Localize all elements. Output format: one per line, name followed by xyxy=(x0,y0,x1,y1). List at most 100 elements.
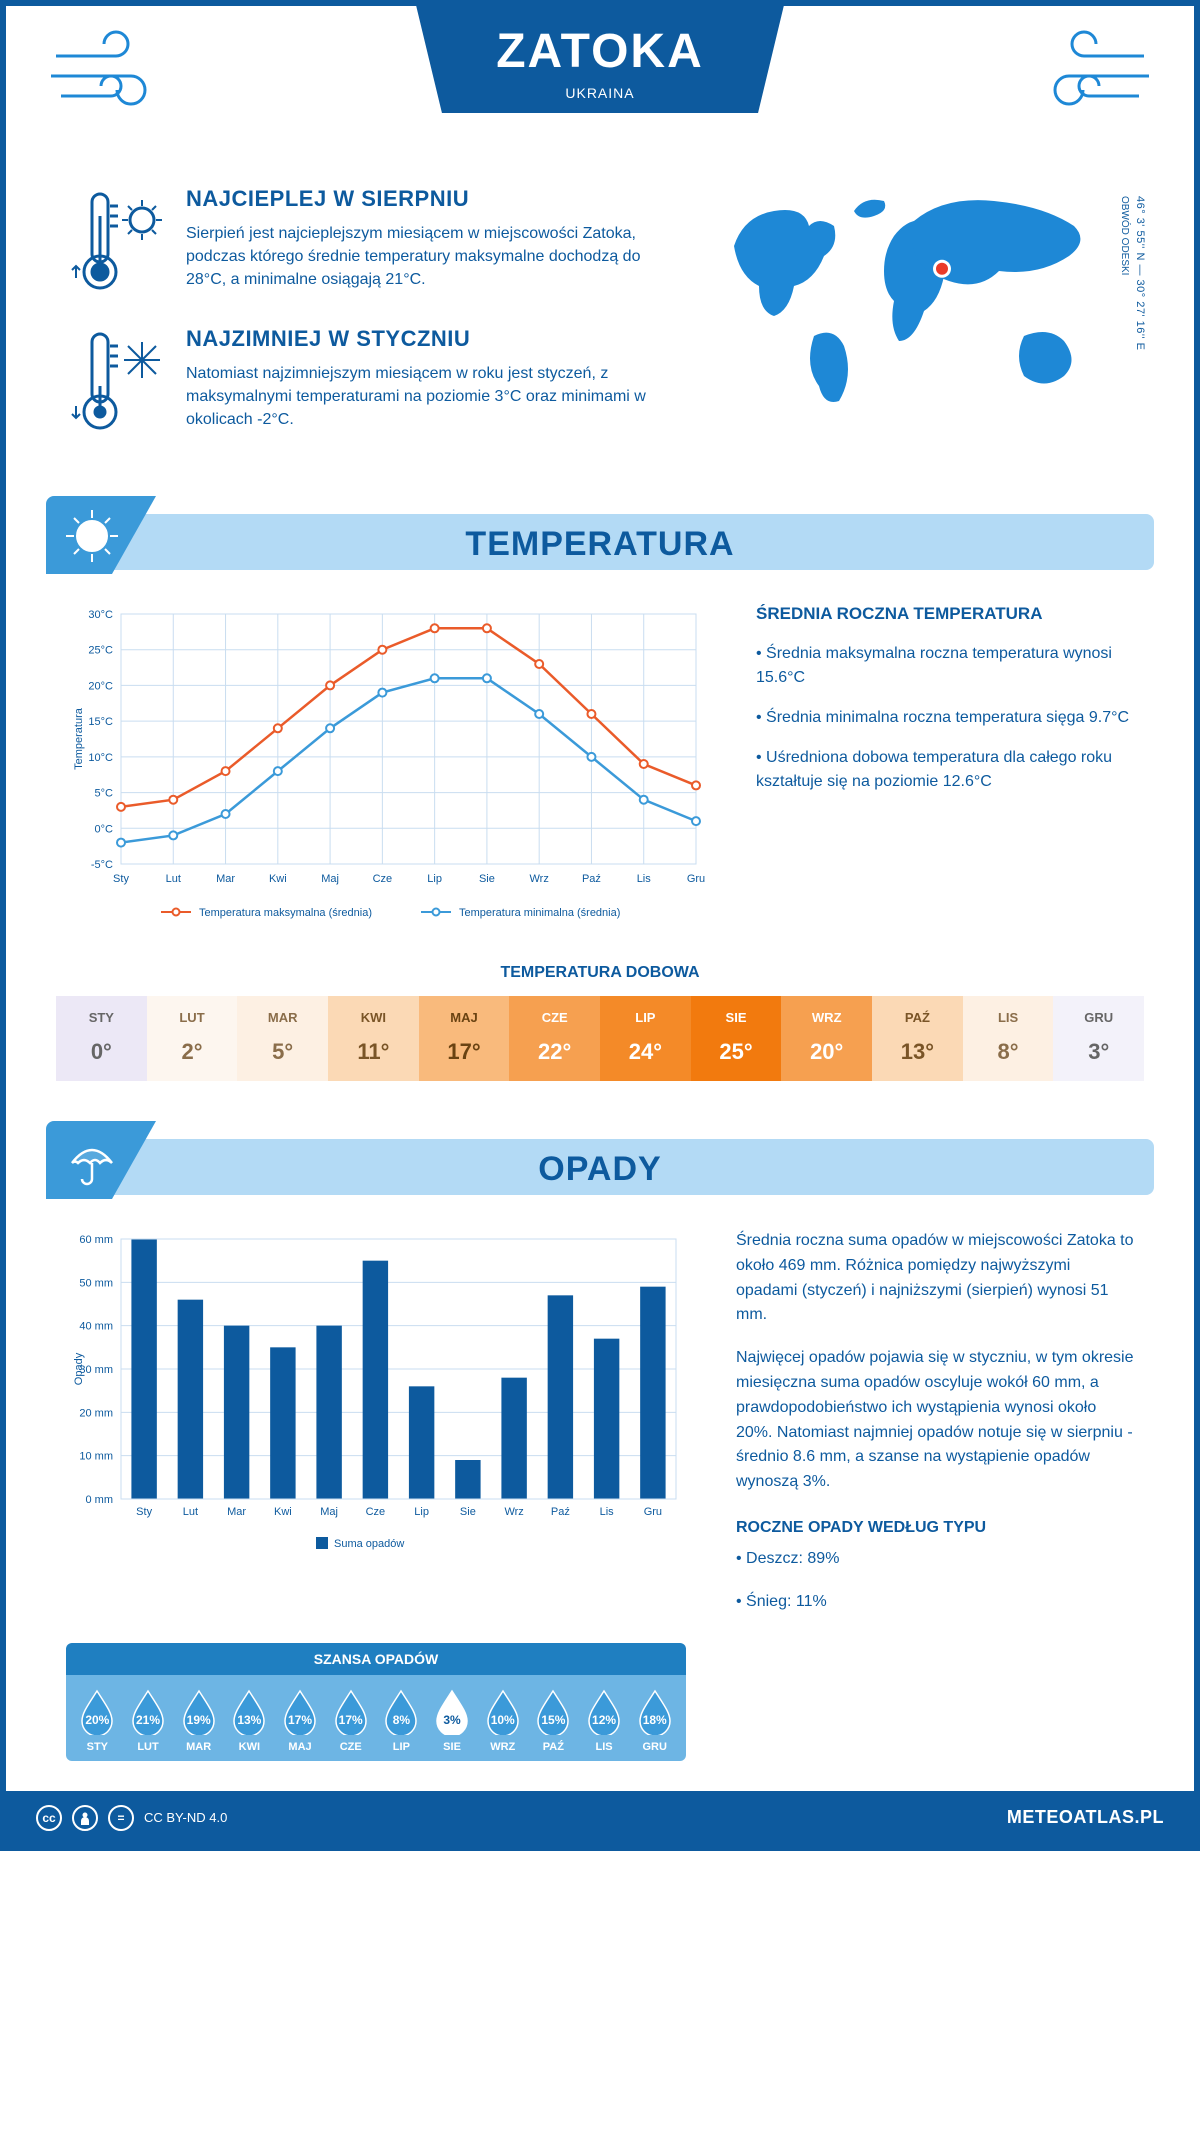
daily-cell: LIS8° xyxy=(963,996,1054,1081)
daily-cell: LIP24° xyxy=(600,996,691,1081)
svg-text:40 mm: 40 mm xyxy=(79,1321,113,1333)
raindrop-icon: 13% xyxy=(230,1689,268,1735)
temp-bullet: • Średnia maksymalna roczna temperatura … xyxy=(756,642,1136,690)
svg-text:60 mm: 60 mm xyxy=(79,1234,113,1246)
svg-text:Mar: Mar xyxy=(227,1506,246,1518)
chance-cell: 18% GRU xyxy=(629,1689,680,1753)
svg-text:Kwi: Kwi xyxy=(274,1506,292,1518)
svg-text:Kwi: Kwi xyxy=(269,873,287,885)
page-title: ZATOKA xyxy=(496,24,704,79)
raindrop-icon: 17% xyxy=(332,1689,370,1735)
section-header-precipitation: OPADY xyxy=(46,1121,1154,1199)
svg-text:Gru: Gru xyxy=(687,873,705,885)
daily-cell: MAJ17° xyxy=(419,996,510,1081)
thermometer-sun-icon xyxy=(66,186,166,296)
section-title: TEMPERATURA xyxy=(46,525,1154,564)
daily-cell: MAR5° xyxy=(237,996,328,1081)
raindrop-icon: 17% xyxy=(281,1689,319,1735)
license-text: CC BY-ND 4.0 xyxy=(144,1810,227,1825)
svg-text:Lut: Lut xyxy=(183,1506,198,1518)
chance-cell: 13% KWI xyxy=(224,1689,275,1753)
svg-text:50 mm: 50 mm xyxy=(79,1277,113,1289)
daily-cell: CZE22° xyxy=(509,996,600,1081)
coldest-text: Natomiast najzimniejszym miesiącem w rok… xyxy=(186,362,674,432)
svg-text:Sty: Sty xyxy=(136,1506,152,1518)
wind-icon xyxy=(46,26,186,116)
svg-text:Temperatura maksymalna (średni: Temperatura maksymalna (średnia) xyxy=(199,907,372,919)
coordinates: 46° 3' 55'' N — 30° 27' 16'' E xyxy=(1134,196,1146,350)
rain-paragraph: Średnia roczna suma opadów w miejscowośc… xyxy=(736,1229,1136,1328)
raindrop-icon: 3% xyxy=(433,1689,471,1735)
svg-text:-5°C: -5°C xyxy=(91,859,113,871)
raindrop-icon: 18% xyxy=(636,1689,674,1735)
svg-text:Opady: Opady xyxy=(73,1352,85,1385)
thermometer-snow-icon xyxy=(66,326,166,436)
svg-text:Sie: Sie xyxy=(460,1506,476,1518)
page-subtitle: UKRAINA xyxy=(496,85,704,101)
svg-text:Paź: Paź xyxy=(551,1506,570,1518)
raindrop-icon: 20% xyxy=(78,1689,116,1735)
svg-text:Cze: Cze xyxy=(366,1506,386,1518)
raindrop-icon: 19% xyxy=(180,1689,218,1735)
rain-type-heading: ROCZNE OPADY WEDŁUG TYPU xyxy=(736,1519,1136,1537)
svg-text:20 mm: 20 mm xyxy=(79,1407,113,1419)
daily-cell: WRZ20° xyxy=(781,996,872,1081)
precipitation-bar-chart: 0 mm10 mm20 mm30 mm40 mm50 mm60 mmStyLut… xyxy=(66,1229,686,1633)
by-icon xyxy=(72,1805,98,1831)
svg-text:Sie: Sie xyxy=(479,873,495,885)
warmest-title: NAJCIEPLEJ W SIERPNIU xyxy=(186,186,674,212)
svg-text:30°C: 30°C xyxy=(88,609,113,621)
svg-text:Sty: Sty xyxy=(113,873,129,885)
cc-icon: cc xyxy=(36,1805,62,1831)
rain-type-bullet: • Śnieg: 11% xyxy=(736,1590,1136,1615)
daily-cell: PAŹ13° xyxy=(872,996,963,1081)
rain-chance-panel: SZANSA OPADÓW 20% STY 21% LUT 19% MAR 13… xyxy=(66,1643,686,1761)
svg-text:Lis: Lis xyxy=(637,873,652,885)
svg-text:Cze: Cze xyxy=(373,873,393,885)
coldest-title: NAJZIMNIEJ W STYCZNIU xyxy=(186,326,674,352)
svg-text:Maj: Maj xyxy=(321,873,339,885)
raindrop-icon: 15% xyxy=(534,1689,572,1735)
svg-text:0°C: 0°C xyxy=(95,823,114,835)
header: ZATOKA UKRAINA xyxy=(6,6,1194,166)
daily-cell: GRU3° xyxy=(1053,996,1144,1081)
rain-chance-title: SZANSA OPADÓW xyxy=(66,1643,686,1675)
temperature-line-chart: -5°C0°C5°C10°C15°C20°C25°C30°CStyLutMarK… xyxy=(66,604,706,934)
wind-icon xyxy=(1014,26,1154,116)
svg-text:20°C: 20°C xyxy=(88,680,113,692)
chance-cell: 8% LIP xyxy=(376,1689,427,1753)
daily-temp-grid: STY0°LUT2°MAR5°KWI11°MAJ17°CZE22°LIP24°S… xyxy=(56,996,1144,1081)
chance-cell: 10% WRZ xyxy=(477,1689,528,1753)
warmest-text: Sierpień jest najcieplejszym miesiącem w… xyxy=(186,222,674,292)
raindrop-icon: 12% xyxy=(585,1689,623,1735)
chance-cell: 15% PAŹ xyxy=(528,1689,579,1753)
section-title: OPADY xyxy=(46,1150,1154,1189)
chance-cell: 17% MAJ xyxy=(275,1689,326,1753)
svg-text:Temperatura: Temperatura xyxy=(73,707,85,770)
svg-text:Lis: Lis xyxy=(600,1506,615,1518)
svg-text:10 mm: 10 mm xyxy=(79,1451,113,1463)
section-header-temperature: TEMPERATURA xyxy=(46,496,1154,574)
chance-cell: 21% LUT xyxy=(123,1689,174,1753)
chance-cell: 12% LIS xyxy=(579,1689,630,1753)
svg-text:Suma opadów: Suma opadów xyxy=(334,1538,404,1550)
svg-text:5°C: 5°C xyxy=(95,788,114,800)
temp-bullet: • Uśredniona dobowa temperatura dla całe… xyxy=(756,746,1136,794)
svg-text:Maj: Maj xyxy=(320,1506,338,1518)
svg-text:Paź: Paź xyxy=(582,873,601,885)
coldest-block: NAJZIMNIEJ W STYCZNIU Natomiast najzimni… xyxy=(66,326,674,436)
daily-cell: LUT2° xyxy=(147,996,238,1081)
rain-paragraph: Najwięcej opadów pojawia się w styczniu,… xyxy=(736,1346,1136,1495)
temp-annual-heading: ŚREDNIA ROCZNA TEMPERATURA xyxy=(756,604,1136,624)
svg-text:Gru: Gru xyxy=(644,1506,662,1518)
chance-cell: 19% MAR xyxy=(173,1689,224,1753)
chance-cell: 20% STY xyxy=(72,1689,123,1753)
region-label: OBWÓD ODESKI xyxy=(1119,196,1130,275)
svg-text:0 mm: 0 mm xyxy=(86,1494,114,1506)
raindrop-icon: 21% xyxy=(129,1689,167,1735)
svg-text:Lip: Lip xyxy=(427,873,442,885)
raindrop-icon: 8% xyxy=(382,1689,420,1735)
svg-text:Lip: Lip xyxy=(414,1506,429,1518)
daily-cell: SIE25° xyxy=(691,996,782,1081)
raindrop-icon: 10% xyxy=(484,1689,522,1735)
